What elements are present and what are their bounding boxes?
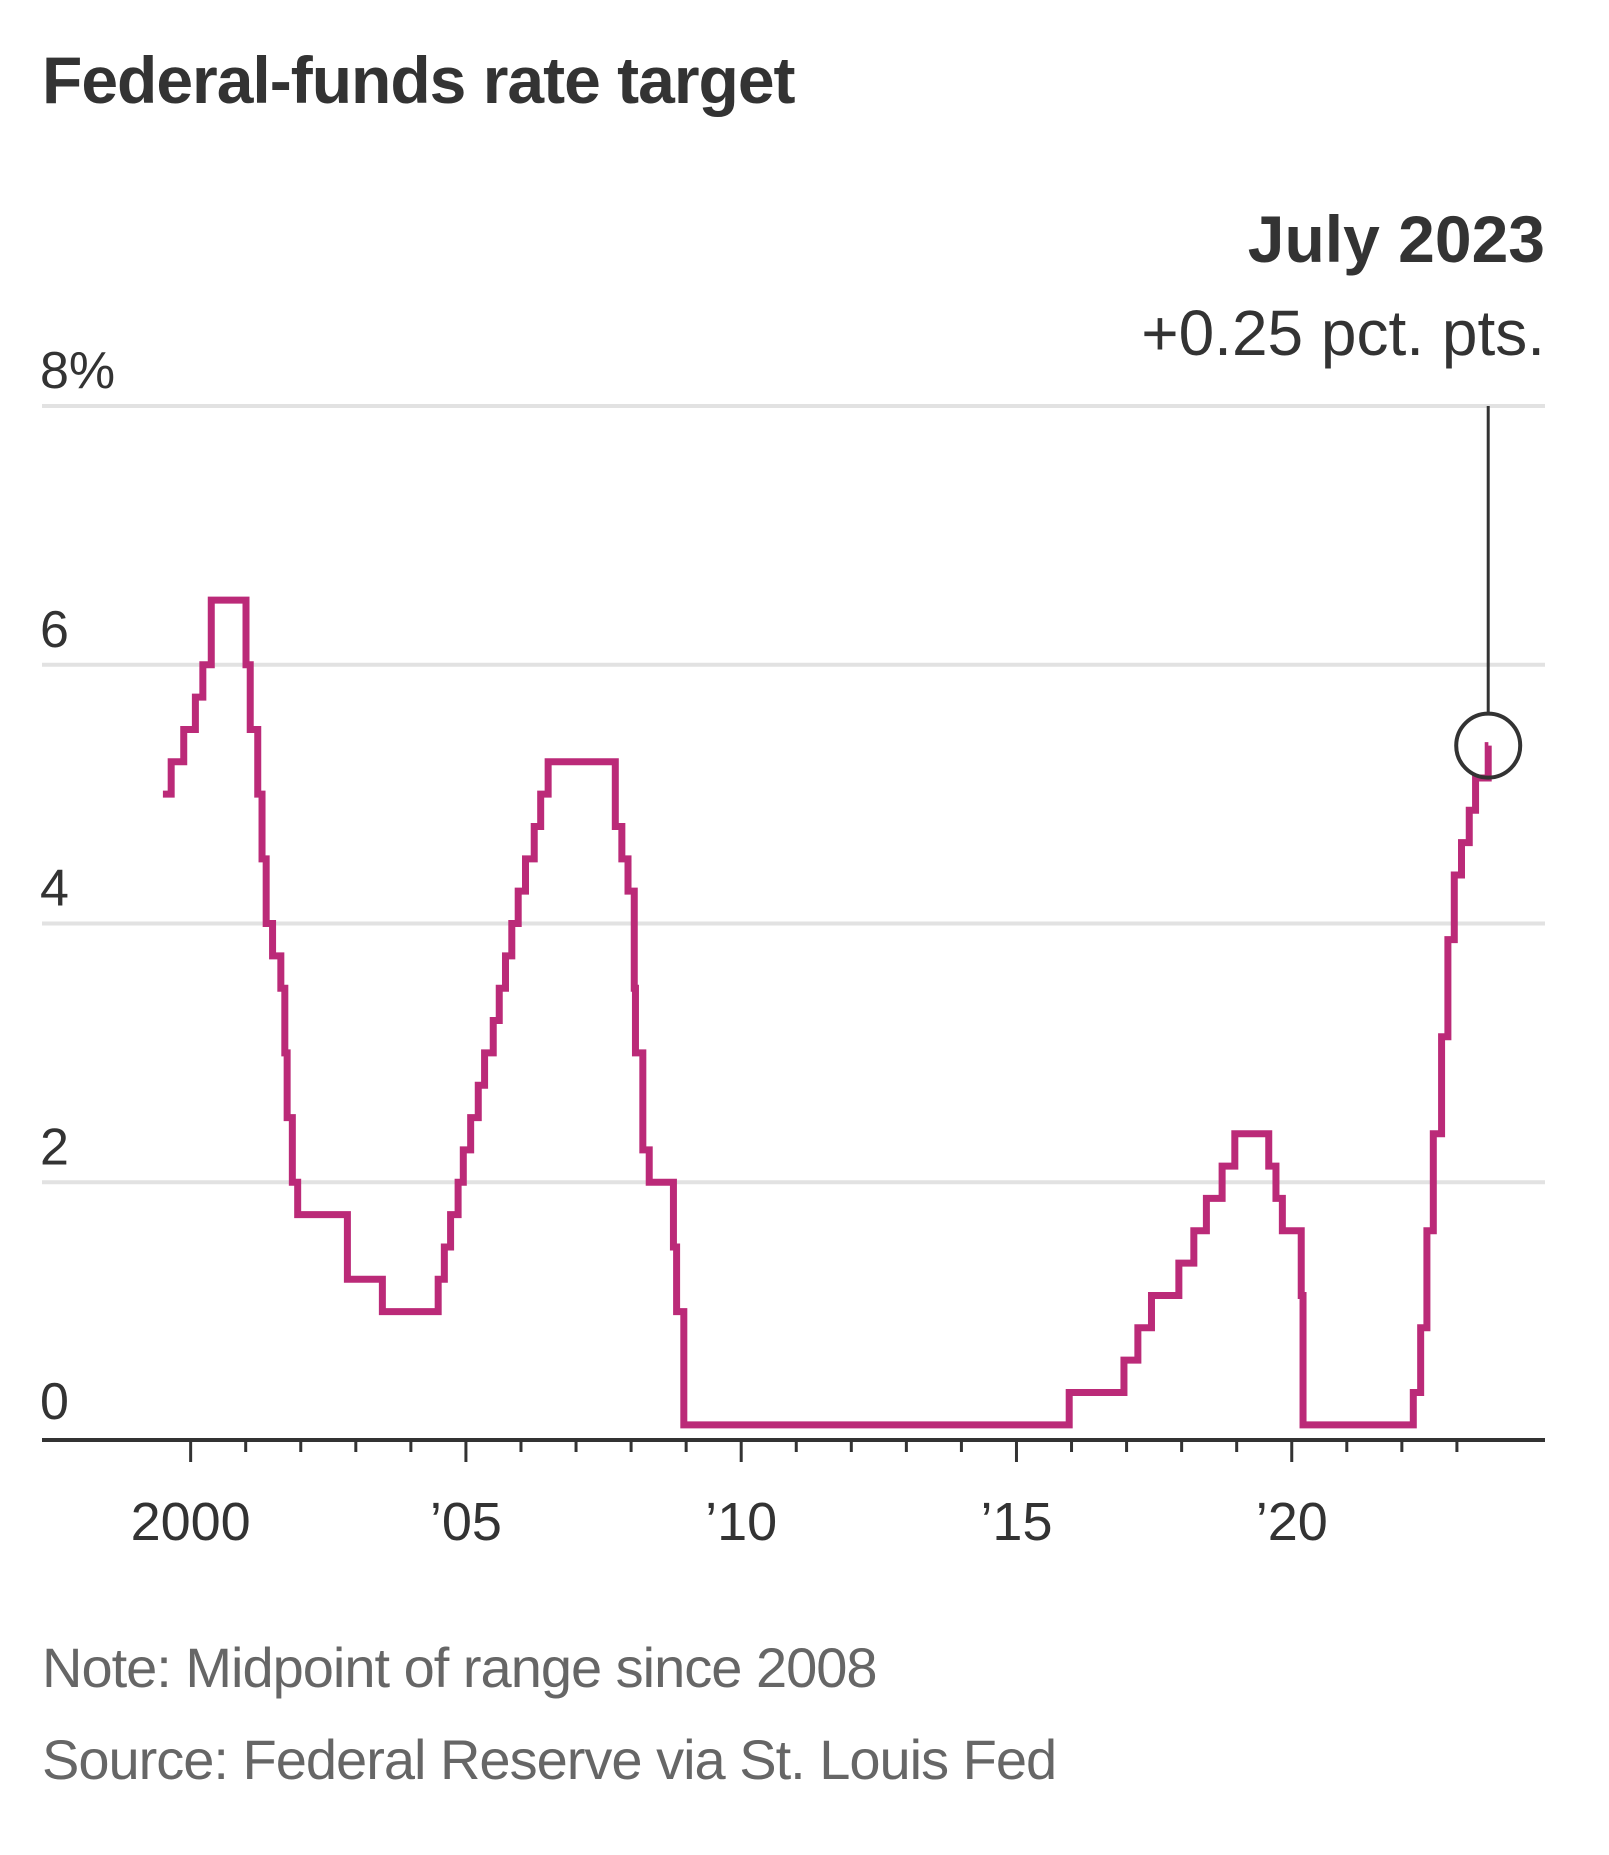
source-text: Source: Federal Reserve via St. Louis Fe… bbox=[42, 1728, 1057, 1791]
x-tick-label: ’15 bbox=[980, 1492, 1052, 1552]
x-tick-label: ’20 bbox=[1256, 1492, 1328, 1552]
annotation-value: +0.25 pct. pts. bbox=[1141, 297, 1545, 369]
x-tick-label: ’10 bbox=[705, 1492, 777, 1552]
y-tick-label: 2 bbox=[40, 1118, 69, 1176]
rate-line bbox=[162, 596, 1492, 1429]
x-tick-label: ’05 bbox=[430, 1492, 502, 1552]
annotation-circle bbox=[1454, 711, 1523, 780]
y-tick-label: 4 bbox=[40, 860, 69, 918]
y-tick-label: 0 bbox=[40, 1373, 69, 1431]
chart-notes: Note: Midpoint of range since 2008 Sourc… bbox=[42, 1622, 1057, 1806]
x-tick-label: 2000 bbox=[131, 1492, 251, 1552]
note-text: Note: Midpoint of range since 2008 bbox=[42, 1636, 878, 1699]
chart-title: Federal-funds rate target bbox=[42, 43, 795, 117]
y-tick-label: 8% bbox=[40, 342, 115, 400]
annotation-title: July 2023 bbox=[1248, 202, 1545, 276]
y-tick-label: 6 bbox=[40, 601, 69, 659]
